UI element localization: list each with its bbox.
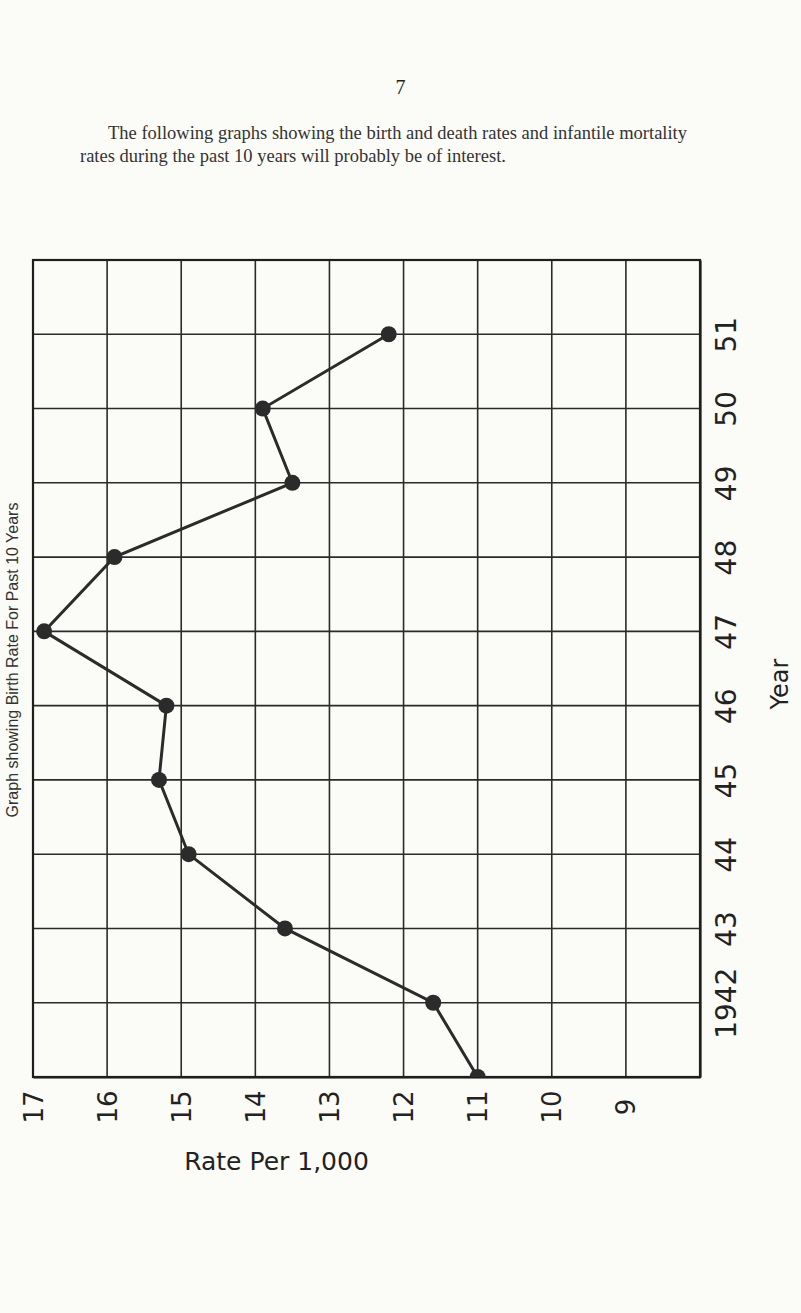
chart-title: Graph showing Birth Rate For Past 10 Yea… bbox=[4, 503, 21, 818]
x-tick: 15 bbox=[167, 1077, 197, 1124]
grid-line-y bbox=[33, 779, 700, 781]
x-tick-label: 14 bbox=[241, 1090, 271, 1123]
x-tick: 11 bbox=[463, 1077, 493, 1124]
x-tick-label: 10 bbox=[537, 1090, 567, 1123]
grid-line-x bbox=[551, 260, 553, 1077]
page-number: 7 bbox=[0, 76, 801, 99]
grid-line-x bbox=[180, 260, 182, 1077]
y-tick-label: 43 bbox=[710, 911, 743, 947]
y-tick: 45 bbox=[700, 763, 743, 799]
grid-line-y bbox=[33, 631, 700, 633]
grid-line-y bbox=[33, 928, 700, 930]
x-tick: 16 bbox=[93, 1077, 123, 1124]
y-tick-label: 48 bbox=[710, 540, 743, 576]
y-tick: 1942 bbox=[700, 968, 743, 1039]
rate-point bbox=[284, 475, 300, 491]
x-tick-label: 9 bbox=[611, 1099, 641, 1116]
rate-point bbox=[381, 326, 397, 342]
y-tick-label: 44 bbox=[710, 837, 743, 873]
y-tick: 44 bbox=[700, 837, 743, 873]
rate-point bbox=[277, 920, 293, 936]
grid bbox=[33, 260, 700, 1077]
x-tick: 13 bbox=[315, 1077, 345, 1124]
y-tick-label: 49 bbox=[710, 465, 743, 501]
x-axis: 17 16 15 14 13 12 11 10 9 bbox=[19, 1077, 701, 1124]
x-tick: 17 bbox=[19, 1077, 49, 1124]
grid-line-y bbox=[33, 408, 700, 410]
y-tick: 51 bbox=[700, 317, 743, 353]
y-tick: 49 bbox=[700, 465, 743, 501]
x-axis-title: Rate Per 1,000 bbox=[184, 1147, 369, 1176]
x-tick-label: 17 bbox=[19, 1090, 49, 1123]
grid-line-x bbox=[255, 260, 257, 1077]
x-tick-label: 11 bbox=[463, 1090, 493, 1123]
rate-point bbox=[107, 549, 123, 565]
plot-frame bbox=[33, 260, 700, 1077]
grid-line-x bbox=[477, 260, 479, 1077]
y-axis-line bbox=[699, 261, 701, 1078]
y-tick: 48 bbox=[700, 540, 743, 576]
x-tick-label: 15 bbox=[167, 1090, 197, 1123]
x-axis-line bbox=[34, 1076, 701, 1078]
rate-point bbox=[36, 623, 52, 639]
grid-line-y bbox=[33, 853, 700, 855]
rate-point bbox=[181, 846, 197, 862]
intro-text: The following graphs showing the birth a… bbox=[80, 122, 705, 168]
x-tick: 9 bbox=[611, 1077, 641, 1115]
grid-line-y bbox=[33, 482, 700, 484]
chart: 17 16 15 14 13 12 11 10 9 1942 43 44 45 46 47 48 49 50 51 R… bbox=[0, 0, 801, 1313]
y-tick: 46 bbox=[700, 688, 743, 724]
x-tick-label: 12 bbox=[389, 1090, 419, 1123]
y-tick: 43 bbox=[700, 911, 743, 947]
y-axis-title: Year bbox=[766, 658, 794, 710]
x-tick-label: 13 bbox=[315, 1090, 345, 1123]
series bbox=[36, 326, 486, 1077]
y-tick-label: 50 bbox=[710, 391, 743, 427]
x-tick: 10 bbox=[537, 1077, 567, 1124]
rate-point bbox=[470, 1069, 486, 1077]
grid-line-y bbox=[33, 705, 700, 707]
y-tick-label: 1942 bbox=[710, 968, 743, 1039]
grid-line-y bbox=[33, 1002, 700, 1004]
grid-line-y bbox=[33, 556, 700, 558]
grid-line-x bbox=[329, 260, 331, 1077]
y-tick-label: 46 bbox=[710, 688, 743, 724]
grid-line-x bbox=[625, 260, 627, 1077]
x-tick: 14 bbox=[241, 1077, 271, 1124]
y-tick-label: 47 bbox=[710, 614, 743, 650]
y-tick: 50 bbox=[700, 391, 743, 427]
rate-point bbox=[425, 995, 441, 1011]
y-axis: 1942 43 44 45 46 47 48 49 50 51 bbox=[700, 261, 743, 1078]
grid-line-y bbox=[33, 333, 700, 335]
y-tick: 47 bbox=[700, 614, 743, 650]
x-tick: 12 bbox=[389, 1077, 419, 1124]
rate-point bbox=[158, 698, 174, 714]
grid-line-x bbox=[403, 260, 405, 1077]
rate-point bbox=[151, 772, 167, 788]
y-tick-label: 51 bbox=[710, 317, 743, 353]
rate-line bbox=[44, 334, 478, 1077]
y-tick-label: 45 bbox=[710, 763, 743, 799]
rate-point bbox=[255, 401, 271, 417]
x-tick-label: 16 bbox=[93, 1090, 123, 1123]
